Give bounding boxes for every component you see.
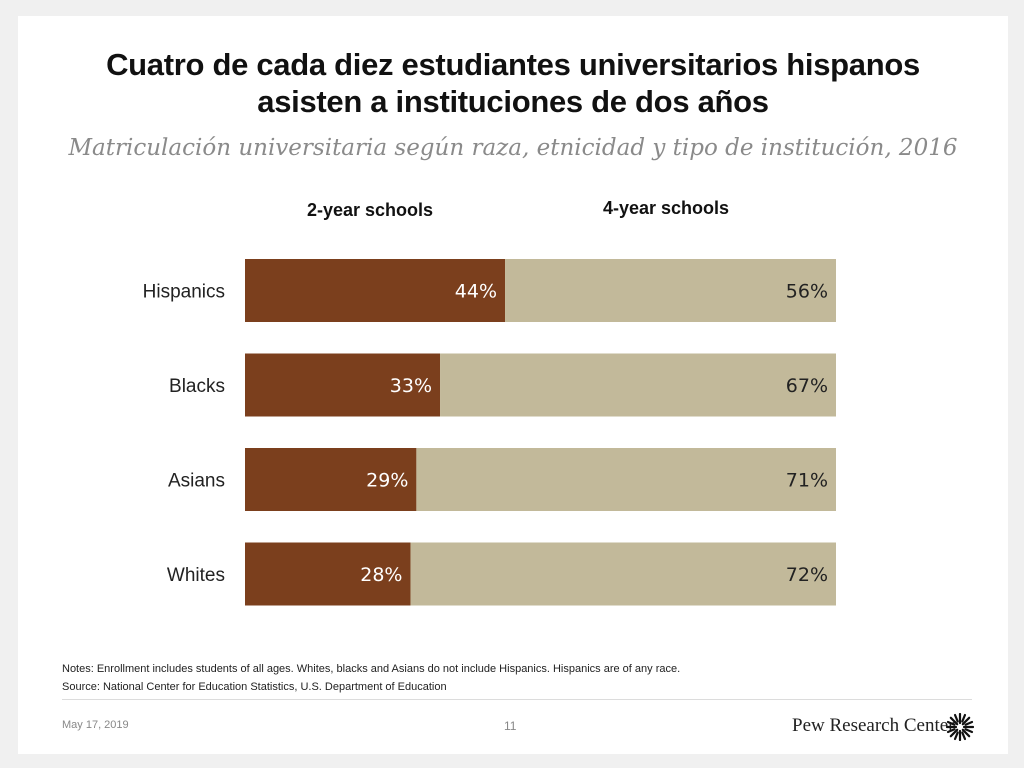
data-label-4-year: 71% xyxy=(786,470,828,492)
slide: Cuatro de cada diez estudiantes universi… xyxy=(18,16,1008,754)
sunburst-ray xyxy=(949,728,959,738)
title-line-1: Cuatro de cada diez estudiantes universi… xyxy=(106,47,920,82)
data-label-4-year: 67% xyxy=(786,375,828,397)
bar-2-year xyxy=(245,542,411,606)
data-label-2-year: 44% xyxy=(455,281,497,303)
category-label: Asians xyxy=(168,471,225,492)
bar-2-year xyxy=(245,353,441,417)
sunburst-ray xyxy=(964,720,974,726)
notes-text: Notes: Enrollment includes students of a… xyxy=(62,663,681,675)
sunburst-ray xyxy=(961,728,971,738)
stacked-bar-chart: Hispanics 44% 56% Blacks 33% 67% Asians 29% 71% W… xyxy=(143,259,836,606)
data-label-2-year: 33% xyxy=(390,375,432,397)
bar-2-year xyxy=(245,259,506,322)
category-label: Blacks xyxy=(169,376,225,397)
sunburst-ray xyxy=(946,728,956,734)
sunburst-ray xyxy=(946,720,956,726)
footer-divider xyxy=(62,699,972,700)
page-number: 11 xyxy=(504,719,517,733)
source-text: Source: National Center for Education St… xyxy=(62,681,447,693)
chart-subtitle: Matriculación universitaria según raza, … xyxy=(68,135,958,161)
bar-4-year xyxy=(410,542,836,606)
data-label-4-year: 56% xyxy=(786,281,828,303)
footer-date: May 17, 2019 xyxy=(62,719,129,731)
sunburst-ray xyxy=(961,731,967,741)
brand-name: Pew Research Center xyxy=(792,715,955,736)
legend-4-year: 4-year schools xyxy=(602,198,730,218)
category-label: Hispanics xyxy=(143,282,225,303)
bar-4-year xyxy=(440,353,836,417)
pew-sunburst-icon xyxy=(946,713,974,741)
sunburst-ray xyxy=(961,713,967,723)
bar-4-year xyxy=(416,448,836,511)
sunburst-ray xyxy=(964,728,974,734)
sunburst-ray xyxy=(961,716,971,726)
legend-2-year: 2-year schools xyxy=(306,200,434,220)
notes-block: Notes: Enrollment includes students of a… xyxy=(62,660,680,696)
sunburst-ray xyxy=(953,713,959,723)
data-label-2-year: 29% xyxy=(366,470,408,492)
title-line-2: asisten a instituciones de dos años xyxy=(257,84,769,119)
data-label-4-year: 72% xyxy=(786,564,828,586)
data-label-2-year: 28% xyxy=(360,564,402,586)
bar-2-year xyxy=(245,448,417,511)
sunburst-ray xyxy=(949,716,959,726)
chart-title: Cuatro de cada diez estudiantes universi… xyxy=(18,46,1008,120)
category-label: Whites xyxy=(167,565,225,586)
sunburst-ray xyxy=(953,731,959,741)
bar-4-year xyxy=(505,259,836,322)
